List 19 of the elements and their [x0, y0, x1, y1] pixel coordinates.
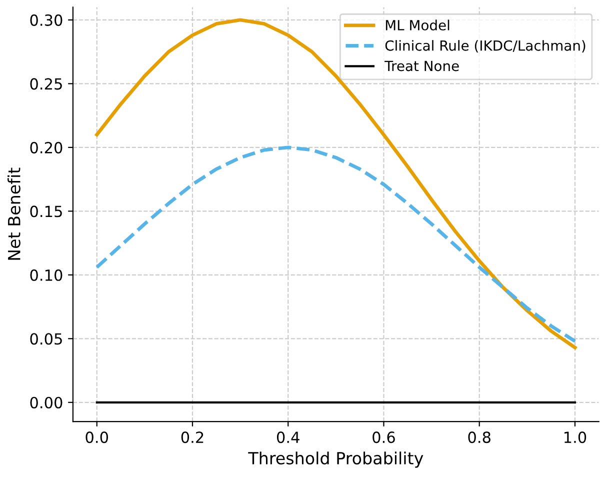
y-tick-label: 0.30	[30, 14, 62, 26]
x-tick-label: 0.2	[181, 432, 204, 444]
legend-label: Clinical Rule (IKDC/Lachman)	[385, 40, 586, 52]
line-series	[95, 146, 577, 343]
x-axis-title: Threshold Probability	[248, 452, 424, 468]
y-tick-label: 0.05	[30, 333, 62, 345]
x-tick-label: 1.0	[564, 432, 586, 444]
legend-label: ML Model	[386, 20, 450, 30]
x-tick-label: 0.8	[468, 432, 490, 444]
legend-label: Treat None	[384, 60, 459, 72]
y-tick-label: 0.00	[30, 396, 62, 408]
y-tick-label: 0.10	[30, 269, 62, 281]
x-tick-label: 0.0	[86, 432, 108, 444]
y-tick-label: 0.25	[30, 78, 62, 90]
x-tick-label: 0.4	[276, 432, 300, 444]
y-tick-label: 0.20	[30, 142, 62, 154]
y-tick-label: 0.15	[30, 206, 62, 218]
x-tick-label: 0.6	[372, 432, 395, 444]
y-axis-title: Net Benefit	[8, 168, 20, 260]
